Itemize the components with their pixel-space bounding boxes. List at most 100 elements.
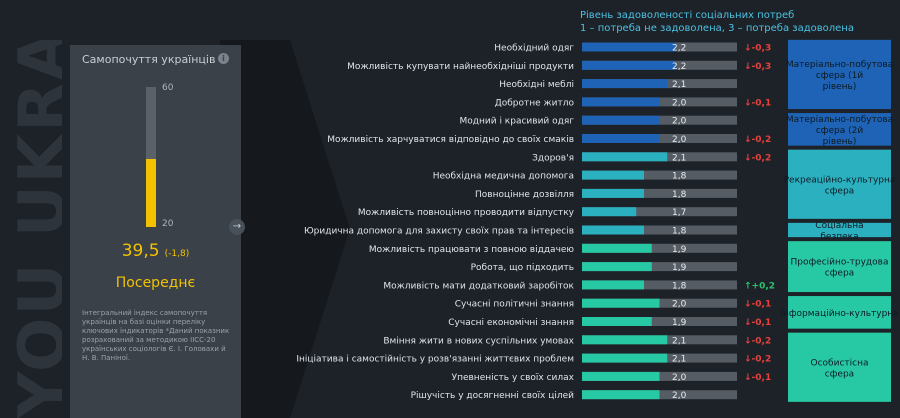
bar-track [582,243,737,253]
bar [582,188,644,198]
bar-change-label: ↓-0,1 [744,373,771,383]
bar-value-label: 1,8 [672,190,687,200]
bar-value-label: 1,9 [672,245,687,255]
bar-change-label: ↓-0,3 [744,62,771,72]
category-label: Необхідна медична допомога [433,172,574,182]
bar [582,79,668,89]
bar-value-label: 2,1 [672,153,686,163]
bar [582,298,660,308]
bar-change-label: ↓-0,2 [744,153,771,163]
bar-value-label: 1,8 [672,281,687,291]
category-label: Вміння жити в нових суспільних умовах [383,336,574,346]
category-label: Необхідні меблі [499,80,574,90]
gauge-min-label: 20 [162,219,174,229]
group-label: Матеріально-побутова сфера (1й рівень) [786,60,893,92]
category-label: Можливість харчуватися відповідно до сво… [327,135,574,145]
group-label: Особистісна сфера [811,358,869,379]
group-box [788,39,891,110]
bar [582,243,652,253]
chart-legend-subtitle: 1 – потреба не задоволена, 3 – потреба з… [580,23,854,34]
gauge-value-delta: (-1,8) [164,249,190,259]
bar-track [582,262,737,272]
bar-value-label: 2,1 [672,355,686,365]
panel-title: Самопочуття українців [82,53,216,66]
bar-value-label: 2,1 [672,336,686,346]
wellbeing-panel: Самопочуття українців i 60 20 39,5 (-1,8… [70,45,241,418]
info-icon[interactable]: i [218,53,229,64]
bar [582,207,637,217]
bar [582,134,660,143]
bar-change-label: ↓-0,2 [744,336,771,346]
bar [582,317,652,326]
bar [582,353,668,363]
gauge-max-label: 60 [162,83,174,93]
group-box [788,222,891,238]
bar-change-label: ↓-0,1 [744,98,771,108]
bar-value-label: 1,8 [672,172,687,182]
gauge-level-label: Посереднє [115,275,196,291]
bar [582,152,668,162]
category-label: Можливість мати додатковий заробіток [383,281,574,291]
bar-change-label: ↑+0,2 [744,281,775,291]
bar [582,225,644,235]
bar-value-label: 2,0 [672,373,687,383]
bar-change-label: ↓-0,1 [744,318,771,328]
bar-value-label: 2,0 [672,391,687,401]
bar-track [582,317,737,326]
bar-change-label: ↓-0,2 [744,135,771,145]
group-label: Інформаційно-культурна [780,309,898,319]
bar-value-label: 1,8 [672,227,687,237]
chart-legend-title: Рівень задоволеності соціальних потреб [580,10,795,21]
bar [582,371,660,381]
group-label: Рекреаційно-культурна сфера [784,175,896,196]
bar [582,115,660,125]
bar [582,335,668,345]
gauge-track [146,87,156,227]
gauge-fill [146,158,156,227]
bar [582,42,675,52]
bar-track [582,188,737,198]
bar-track [582,170,737,180]
category-label: Ініціатива і самостійність у розв'язанні… [296,355,574,365]
gauge-value: 39,5 (-1,8) [70,241,241,261]
bar-value-label: 2,0 [672,300,687,310]
group-label: Професійно-трудова сфера [791,258,889,279]
panel-note: Інтегральний індекс самопочуття українці… [82,309,230,362]
bar [582,170,644,180]
arrow-right-icon[interactable]: → [229,219,245,235]
group-label: Матеріально-побутова сфера (2й рівень) [786,115,893,147]
category-label: Упевненість у своїх силах [452,373,575,383]
bar [582,97,660,107]
bar-value-label: 1,9 [672,263,687,273]
bar [582,280,644,290]
category-label: Модний і красивий одяг [460,117,575,127]
bar-value-label: 2,0 [672,98,687,108]
bar-value-label: 2,2 [672,44,686,54]
bar-track [582,225,737,235]
group-box [788,113,891,146]
bar-value-label: 1,7 [672,208,686,218]
category-label: Сучасні політичні знання [455,300,574,310]
bar-change-label: ↓-0,2 [744,355,771,365]
category-label: Можливість повноцінно проводити відпустк… [358,208,575,218]
bar [582,390,660,400]
bar-value-label: 2,1 [672,80,686,90]
bar-track [582,207,737,217]
category-label: Можливість працювати з повною віддачею [369,245,575,255]
bar-track [582,280,737,290]
category-label: Рішучість у досягненні своїх цілей [411,391,575,401]
category-label: Можливість купувати найнеобхідніші проду… [347,62,574,72]
bar-value-label: 1,9 [672,318,687,328]
category-label: Юридична допомога для захисту своїх прав… [304,227,574,237]
bar-value-label: 2,2 [672,62,686,72]
group-box [788,332,891,402]
group-box [788,241,891,293]
category-label: Добротне житло [495,98,575,108]
category-label: Необхідний одяг [494,44,574,54]
bar-value-label: 2,0 [672,117,687,127]
gauge-value-number: 39,5 [121,241,160,261]
category-label: Повноцінне дозвілля [475,190,574,200]
category-label: Сучасні економічні знання [448,318,574,328]
group-box [788,296,891,329]
